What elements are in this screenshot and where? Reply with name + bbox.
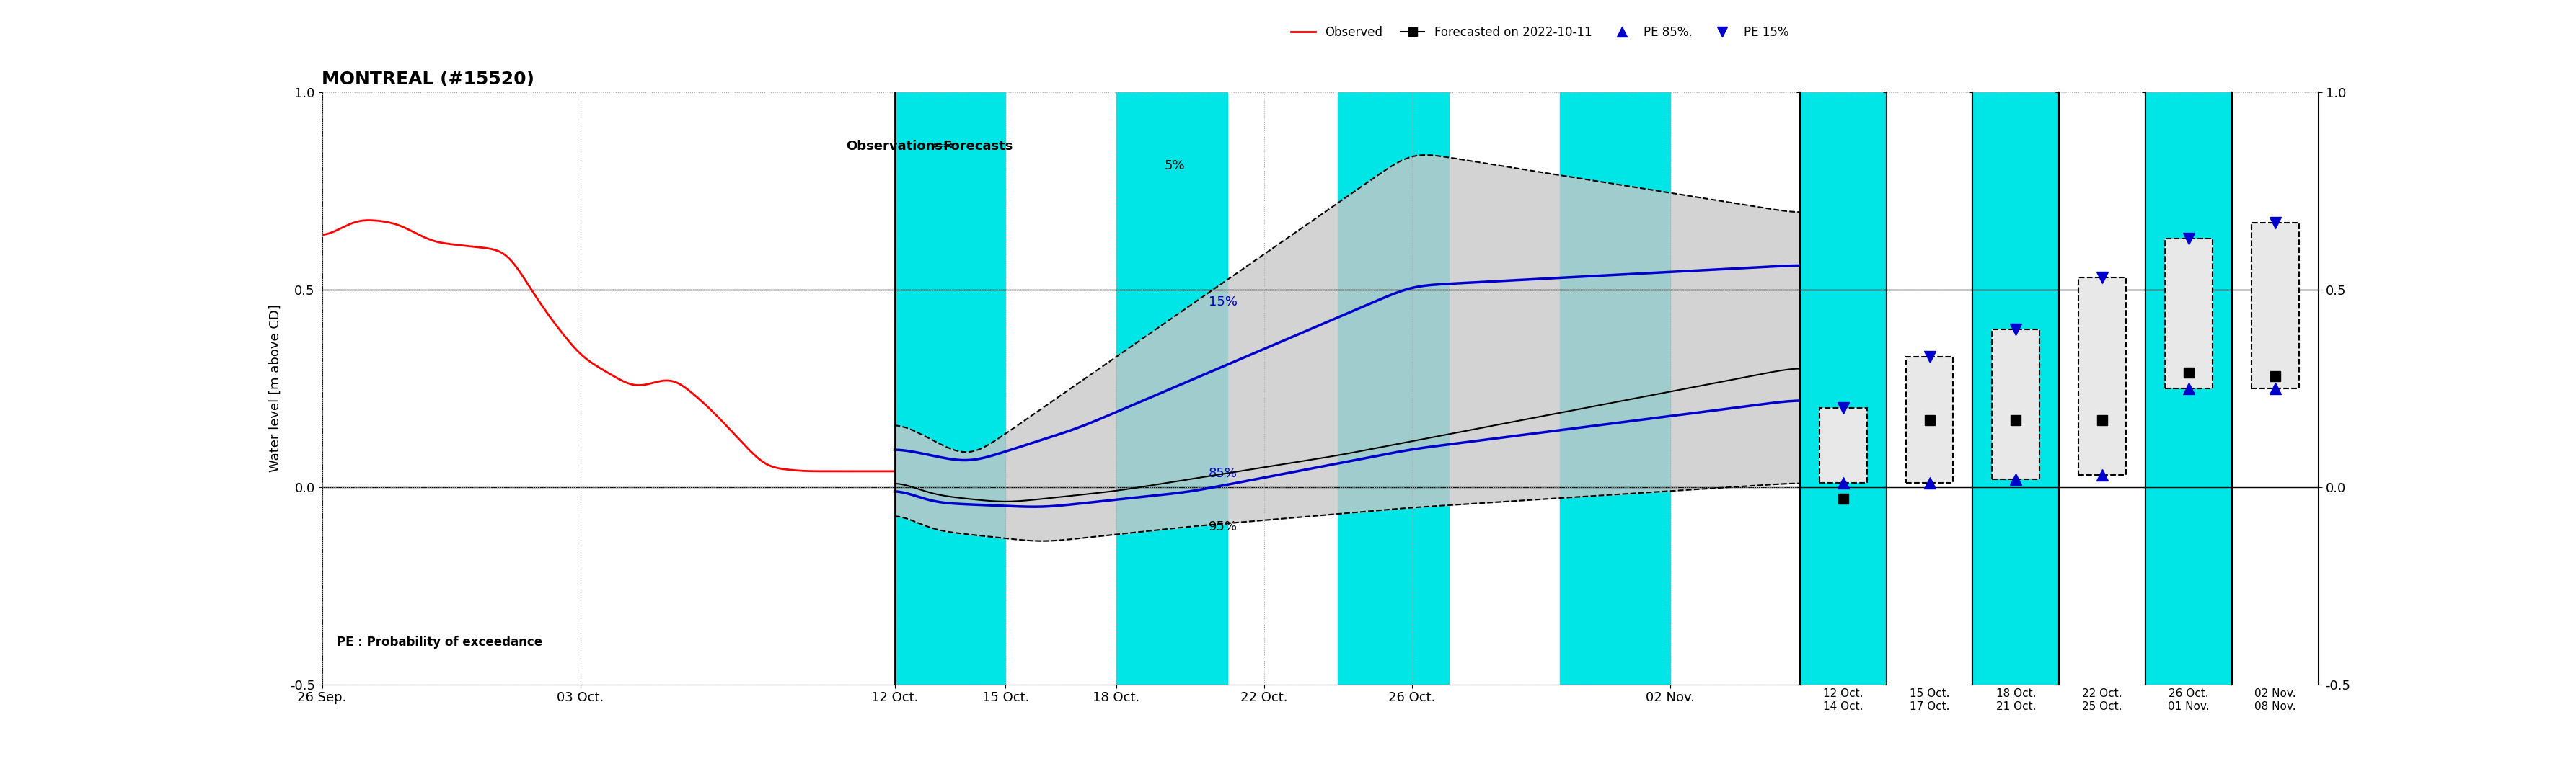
Bar (1337, 92, 1448, 684)
Text: ⇐⇒: ⇐⇒ (925, 140, 961, 152)
Bar (1991, 329, 2040, 479)
X-axis label: 12 Oct.
14 Oct.: 12 Oct. 14 Oct. (1824, 688, 1862, 712)
Text: 85%: 85% (1208, 467, 1236, 480)
X-axis label: 15 Oct.
17 Oct.: 15 Oct. 17 Oct. (1909, 688, 1950, 712)
Text: Forecasts: Forecasts (943, 140, 1012, 152)
Bar (1819, 408, 1868, 483)
Bar (1558, 92, 1672, 684)
Text: PE : Probability of exceedance: PE : Probability of exceedance (337, 636, 544, 649)
Bar (2164, 238, 2213, 388)
Text: 15%: 15% (1208, 295, 1236, 308)
Bar (2079, 278, 2125, 475)
X-axis label: 26 Oct.
01 Nov.: 26 Oct. 01 Nov. (2169, 688, 2210, 712)
Text: 5%: 5% (1164, 159, 1185, 172)
X-axis label: 22 Oct.
25 Oct.: 22 Oct. 25 Oct. (2081, 688, 2123, 712)
Text: Observations: Observations (845, 140, 943, 152)
Text: 95%: 95% (1208, 521, 1236, 534)
X-axis label: 02 Nov.
08 Nov.: 02 Nov. 08 Nov. (2254, 688, 2295, 712)
Bar (1115, 92, 1226, 684)
Text: MONTREAL (#15520): MONTREAL (#15520) (322, 71, 536, 88)
Y-axis label: Water level [m above CD]: Water level [m above CD] (268, 305, 281, 472)
X-axis label: 18 Oct.
21 Oct.: 18 Oct. 21 Oct. (1996, 688, 2035, 712)
Legend: Observed, Forecasted on 2022-10-11, PE 85%., PE 15%: Observed, Forecasted on 2022-10-11, PE 8… (1285, 22, 1793, 44)
Bar (1906, 357, 1953, 483)
Bar (894, 92, 1005, 684)
Bar (2251, 222, 2298, 388)
